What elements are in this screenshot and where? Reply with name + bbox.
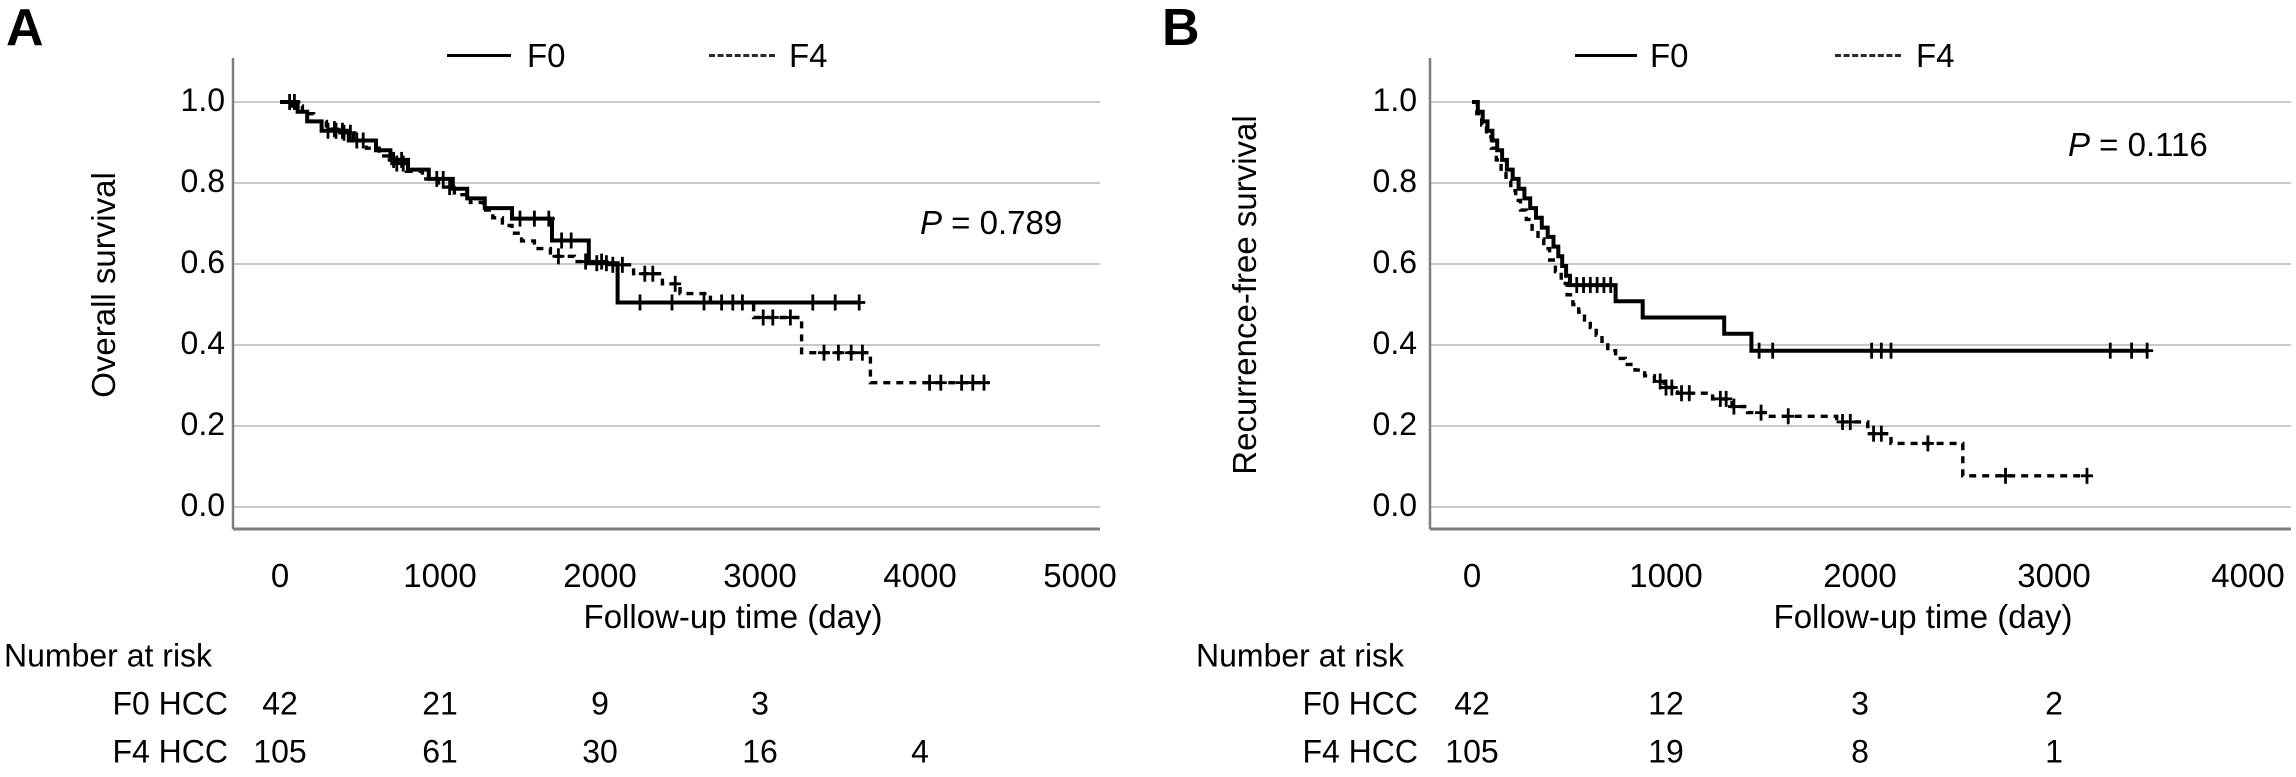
risk-row-label-f0: F0 HCC bbox=[1302, 685, 1418, 722]
x-tick-label: 0 bbox=[270, 557, 290, 594]
risk-table-title: Number at risk bbox=[4, 637, 213, 674]
x-tick-label: 2000 bbox=[563, 557, 637, 594]
p-symbol: P bbox=[2068, 126, 2091, 163]
risk-value: 61 bbox=[422, 733, 458, 770]
x-tick-label: 1000 bbox=[403, 557, 477, 594]
risk-value: 12 bbox=[1648, 685, 1684, 722]
risk-value: 19 bbox=[1648, 733, 1684, 770]
risk-value: 21 bbox=[422, 685, 458, 722]
y-axis-title: Overall survival bbox=[85, 172, 122, 398]
x-tick-label: 3000 bbox=[723, 557, 797, 594]
y-tick-label: 0.4 bbox=[1372, 325, 1417, 362]
risk-row-label-f4: F4 HCC bbox=[112, 733, 228, 770]
p-value: P = 0.789 bbox=[920, 204, 1062, 242]
km-curve-f0 bbox=[1472, 100, 2148, 353]
km-curve-f0 bbox=[280, 100, 860, 305]
km-curve-f4 bbox=[1472, 100, 2087, 478]
y-tick-label: 0.6 bbox=[180, 244, 225, 281]
x-tick-label: 2000 bbox=[1823, 557, 1897, 594]
y-tick-label: 0.8 bbox=[1372, 163, 1417, 200]
legend-label-f0: F0 bbox=[527, 37, 566, 74]
y-axis-title: Recurrence-free survival bbox=[1226, 115, 1263, 475]
risk-value: 1 bbox=[2045, 733, 2063, 770]
risk-value: 105 bbox=[253, 733, 307, 770]
legend-line-solid-icon bbox=[1575, 54, 1637, 57]
legend-label-f0: F0 bbox=[1650, 37, 1689, 74]
risk-value: 16 bbox=[742, 733, 778, 770]
risk-value: 42 bbox=[1454, 685, 1490, 722]
risk-value: 105 bbox=[1445, 733, 1499, 770]
legend-label-f4: F4 bbox=[789, 37, 828, 74]
legend-line-dashed-icon bbox=[709, 54, 775, 57]
y-tick-label: 0.6 bbox=[1372, 244, 1417, 281]
risk-value: 30 bbox=[582, 733, 618, 770]
risk-value: 8 bbox=[1851, 733, 1869, 770]
y-tick-label: 1.0 bbox=[1372, 82, 1417, 119]
risk-value: 42 bbox=[262, 685, 298, 722]
legend-label-f4: F4 bbox=[1916, 37, 1955, 74]
x-axis-title: Follow-up time (day) bbox=[583, 598, 883, 635]
risk-row-label-f0: F0 HCC bbox=[112, 685, 228, 722]
x-tick-label: 4000 bbox=[883, 557, 957, 594]
risk-value: 2 bbox=[2045, 685, 2063, 722]
x-tick-label: 0 bbox=[1462, 557, 1482, 594]
y-tick-label: 0.2 bbox=[180, 406, 225, 443]
risk-row-label-f4: F4 HCC bbox=[1302, 733, 1418, 770]
x-tick-label: 5000 bbox=[1043, 557, 1117, 594]
panel-b-letter: B bbox=[1162, 0, 1200, 57]
km-curve-f4 bbox=[280, 100, 989, 385]
x-axis-title: Follow-up time (day) bbox=[1773, 598, 2073, 635]
legend-line-solid-icon bbox=[447, 54, 511, 57]
y-tick-label: 0.0 bbox=[1372, 487, 1417, 524]
risk-value: 4 bbox=[911, 733, 929, 770]
x-tick-label: 1000 bbox=[1629, 557, 1703, 594]
p-number: = 0.789 bbox=[942, 204, 1063, 241]
p-number: = 0.116 bbox=[2090, 126, 2208, 163]
y-tick-label: 1.0 bbox=[180, 82, 225, 119]
x-tick-label: 4000 bbox=[2211, 557, 2285, 594]
panel-a-letter: A bbox=[6, 0, 44, 57]
legend-line-dashed-icon bbox=[1835, 54, 1901, 57]
p-symbol: P bbox=[920, 204, 943, 241]
risk-value: 9 bbox=[591, 685, 609, 722]
y-tick-label: 0.8 bbox=[180, 163, 225, 200]
y-tick-label: 0.2 bbox=[1372, 406, 1417, 443]
risk-value: 3 bbox=[751, 685, 769, 722]
y-tick-label: 0.0 bbox=[180, 487, 225, 524]
risk-value: 3 bbox=[1851, 685, 1869, 722]
x-tick-label: 3000 bbox=[2017, 557, 2091, 594]
y-tick-label: 0.4 bbox=[180, 325, 225, 362]
p-value: P = 0.116 bbox=[2068, 126, 2208, 164]
risk-table-title: Number at risk bbox=[1196, 637, 1405, 674]
